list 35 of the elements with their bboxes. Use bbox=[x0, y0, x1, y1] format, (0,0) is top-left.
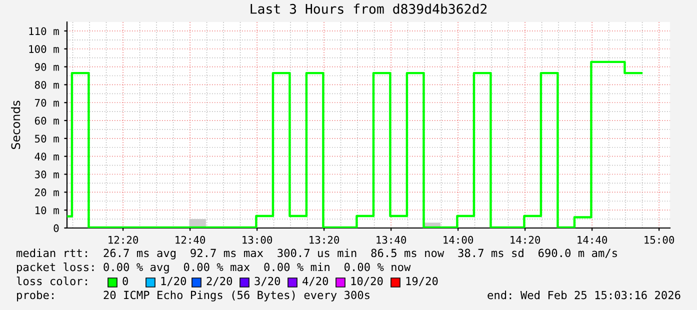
y-tick-label: 110 m bbox=[29, 27, 59, 36]
y-tick-label: 60 m bbox=[34, 116, 59, 125]
text: loss color: bbox=[16, 276, 87, 286]
text: 0 bbox=[122, 276, 128, 286]
text: 10/20 bbox=[351, 276, 383, 286]
x-tick-label: 14:00 bbox=[444, 236, 474, 244]
x-tick-label: 13:40 bbox=[376, 236, 406, 244]
y-tick-label: 30 m bbox=[34, 170, 59, 178]
y-tick-label: 100 m bbox=[29, 45, 59, 54]
x-tick-label: 15:00 bbox=[644, 236, 674, 244]
text: end: Wed Feb 25 15:03:16 2026 bbox=[488, 290, 680, 300]
y-tick-label: 0 bbox=[54, 224, 59, 232]
y-tick-label: 80 m bbox=[34, 80, 59, 89]
chart-title: Last 3 Hours from d839d4b362d2 bbox=[250, 4, 487, 14]
text: 4/20 bbox=[302, 276, 328, 286]
text: 3/20 bbox=[254, 276, 280, 286]
x-tick-label: 14:20 bbox=[510, 236, 540, 244]
x-tick-label: 12:40 bbox=[176, 236, 206, 244]
y-axis-title: Seconds bbox=[11, 100, 20, 150]
x-tick-label: 13:20 bbox=[310, 236, 340, 244]
text: probe: 20 ICMP Echo Pings (56 Bytes) every 300s bbox=[17, 290, 370, 302]
y-tick-label: 50 m bbox=[35, 134, 59, 143]
y-tick-label: 10 m bbox=[36, 206, 59, 214]
text: 1/20 bbox=[161, 276, 186, 286]
text: 2/20 bbox=[206, 276, 232, 286]
y-tick-label: 90 m bbox=[34, 63, 59, 71]
text: 19/20 bbox=[406, 276, 438, 286]
x-tick-label: 13:00 bbox=[242, 236, 272, 244]
text: median rtt: 26.7 ms avg 92.7 ms max 300.7 us min 86.5 ms now 38.7 ms sd 690.0 m am/s bbox=[16, 248, 617, 260]
text: packet loss: 0.00 % avg 0.00 % max 0.00 % min 0.00 % now bbox=[17, 262, 411, 274]
x-tick-label: 12:20 bbox=[108, 236, 138, 244]
y-tick-label: 20 m bbox=[35, 188, 59, 196]
y-tick-label: 70 m bbox=[34, 98, 59, 107]
x-tick-label: 14:40 bbox=[578, 236, 608, 244]
y-tick-label: 40 m bbox=[34, 152, 59, 160]
